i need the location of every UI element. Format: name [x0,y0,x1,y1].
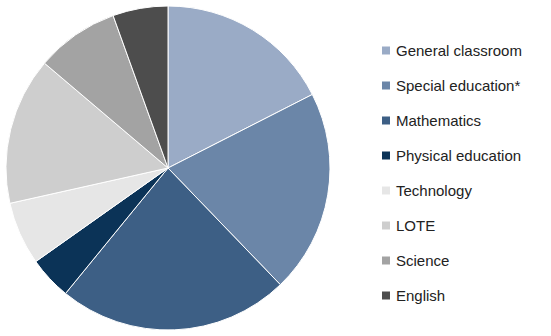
svg-text:Technology: Technology [396,182,472,199]
svg-text:English: English [396,287,445,304]
svg-text:Mathematics: Mathematics [396,112,481,129]
svg-text:Physical education: Physical education [396,147,521,164]
svg-text:Special education*: Special education* [396,77,520,94]
svg-text:General classroom: General classroom [396,42,522,59]
svg-text:Science: Science [396,252,449,269]
svg-text:LOTE: LOTE [396,217,435,234]
